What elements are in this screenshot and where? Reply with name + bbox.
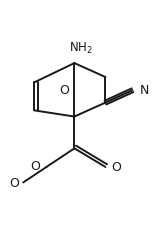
Text: O: O	[59, 84, 69, 97]
Text: O: O	[9, 176, 19, 189]
Text: O: O	[30, 159, 40, 172]
Text: NH$_2$: NH$_2$	[69, 40, 93, 55]
Text: N: N	[140, 84, 149, 97]
Text: O: O	[112, 161, 122, 174]
